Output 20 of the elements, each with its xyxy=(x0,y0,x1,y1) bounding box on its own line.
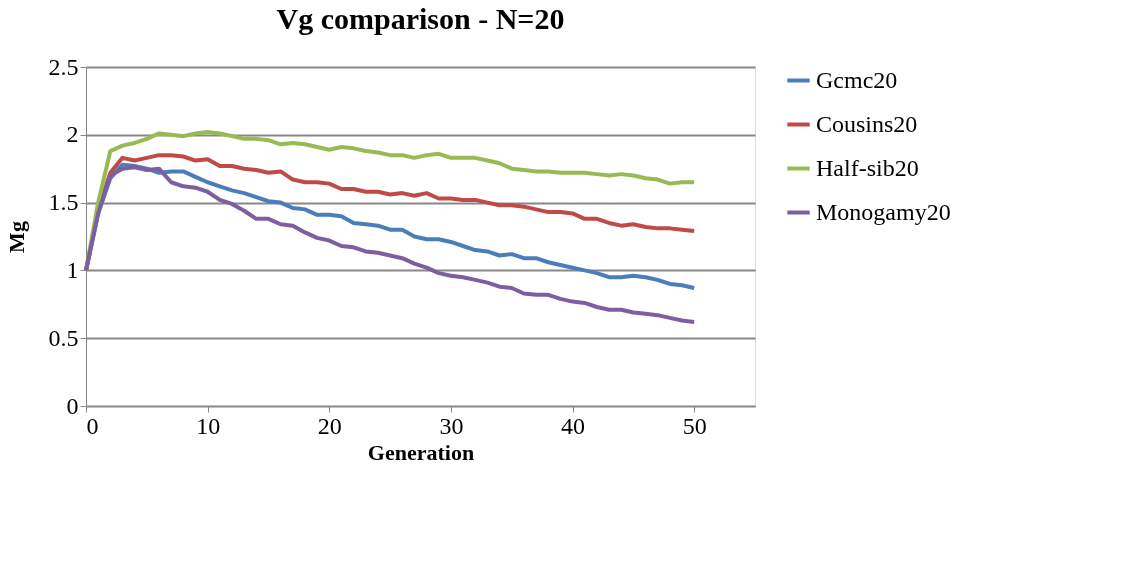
y-tick-label: 2.5 xyxy=(48,53,79,80)
y-tick-label: 1 xyxy=(66,256,79,283)
y-tick-label: 0.5 xyxy=(48,324,79,351)
x-tick-label: 50 xyxy=(682,412,707,439)
x-tick-label: 40 xyxy=(561,412,586,439)
y-tick-label: 2 xyxy=(66,121,79,148)
chart-title: Vg comparison - N=20 xyxy=(276,2,565,35)
x-tick-label: 30 xyxy=(439,412,464,439)
legend-label: Gcmc20 xyxy=(816,66,898,93)
legend-label: Cousins20 xyxy=(816,110,918,137)
x-tick-label: 20 xyxy=(317,412,342,439)
y-axis-title: Mg xyxy=(3,221,29,253)
legend-label: Monogamy20 xyxy=(816,198,951,225)
line-series xyxy=(84,165,697,324)
legend-label: Half-sib20 xyxy=(816,154,919,181)
x-tick-label: 10 xyxy=(196,412,221,439)
x-axis-title: Generation xyxy=(367,439,475,465)
x-tick-label: 0 xyxy=(86,412,99,439)
y-tick-label: 1.5 xyxy=(48,189,79,216)
y-tick-label: 0 xyxy=(66,392,79,419)
